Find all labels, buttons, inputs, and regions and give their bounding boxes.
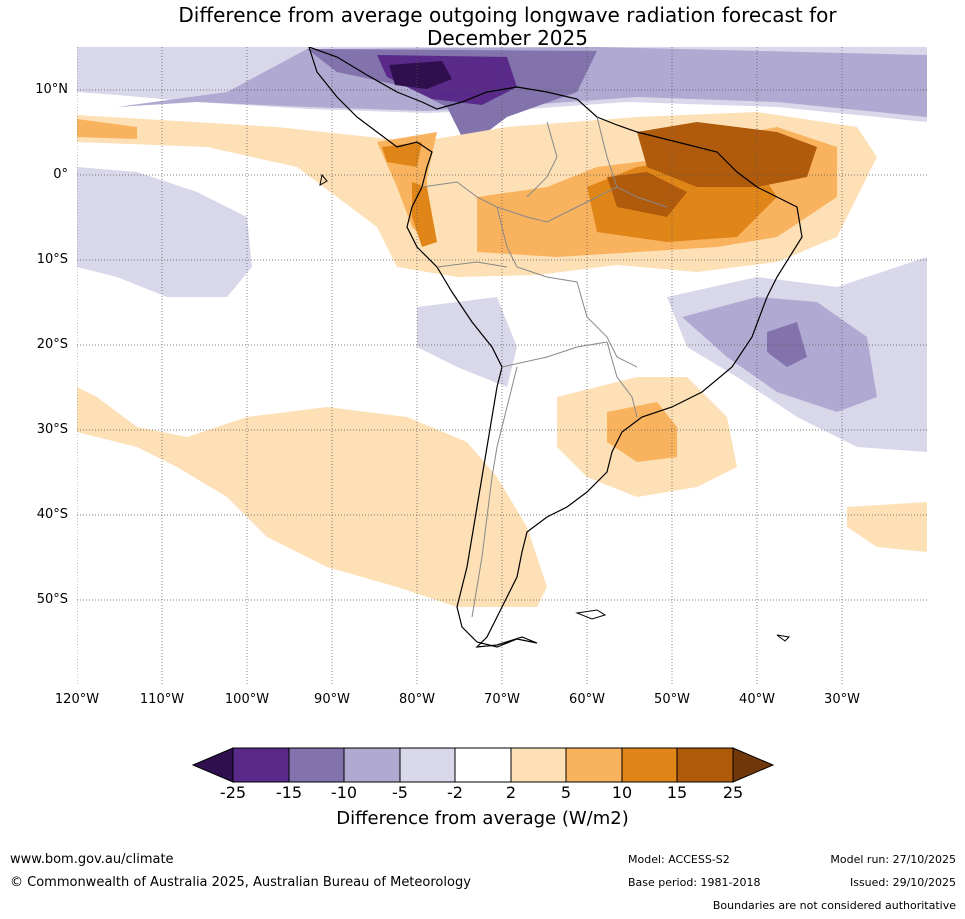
lat-label-40s: 40°S xyxy=(36,507,68,522)
colorbar-bin-3 xyxy=(343,747,401,783)
map-canvas xyxy=(77,47,927,686)
model-label: Model: ACCESS-S2 xyxy=(628,853,730,866)
lon-label-40w: 40°W xyxy=(739,692,775,707)
colorbar-tick: 15 xyxy=(666,783,688,802)
lat-label-20s: 20°S xyxy=(36,337,68,352)
boundaries-note: Boundaries are not considered authoritat… xyxy=(712,899,956,912)
colorbar-bin-4 xyxy=(399,747,456,783)
lon-label-50w: 50°W xyxy=(654,692,690,707)
negative-region-atlantic-strong xyxy=(767,322,807,367)
lon-label-90w: 90°W xyxy=(314,692,350,707)
colorbar-tick: -15 xyxy=(275,783,303,802)
colorbar-tick: -25 xyxy=(219,783,247,802)
colorbar-bin-9 xyxy=(676,747,734,783)
graticule xyxy=(77,47,927,686)
positive-region-south-pacific xyxy=(77,387,547,607)
lat-label-50s: 50°S xyxy=(36,592,68,607)
model-run-label: Model run: 27/10/2025 xyxy=(830,853,956,866)
map-title: Difference from average outgoing longwav… xyxy=(0,4,965,50)
lat-label-0: 0° xyxy=(53,167,68,182)
negative-region-pacific xyxy=(77,167,252,297)
colorbar-bin-2 xyxy=(288,747,345,783)
title-line-2: December 2025 xyxy=(427,26,588,50)
positive-region-la-plata-mid xyxy=(607,402,677,462)
title-line-1: Difference from average outgoing longwav… xyxy=(178,3,837,27)
lon-label-80w: 80°W xyxy=(399,692,435,707)
positive-region-equator-peak xyxy=(607,122,817,217)
negative-region-peak xyxy=(389,61,452,89)
negative-region-bolivia xyxy=(417,297,517,387)
colorbar-tick: 2 xyxy=(505,783,517,802)
lon-label-30w: 30°W xyxy=(824,692,860,707)
colorbar-tick: 5 xyxy=(560,783,572,802)
country-boundaries xyxy=(421,116,668,618)
lat-label-10n: 10°N xyxy=(35,82,68,97)
forecast-map xyxy=(77,47,927,686)
islands xyxy=(319,173,791,642)
lon-label-60w: 60°W xyxy=(569,692,605,707)
colorbar-bin-7 xyxy=(565,747,623,783)
colorbar-tick: -2 xyxy=(447,783,463,802)
anomaly-fields xyxy=(77,47,927,607)
colorbar-low-extension xyxy=(191,747,234,783)
colorbar-high-extension xyxy=(732,747,775,783)
colorbar-bin-6 xyxy=(510,747,567,783)
lon-label-120w: 120°W xyxy=(54,692,100,707)
issued-label: Issued: 29/10/2025 xyxy=(849,876,956,889)
colorbar-tick: -5 xyxy=(392,783,408,802)
website-link[interactable]: www.bom.gov.au/climate xyxy=(10,852,174,867)
colorbar-bin-8 xyxy=(621,747,678,783)
lon-label-110w: 110°W xyxy=(139,692,185,707)
south-america-coastline xyxy=(308,47,803,648)
lon-label-100w: 100°W xyxy=(224,692,270,707)
colorbar-bin-1 xyxy=(232,747,290,783)
colorbar xyxy=(191,747,775,783)
positive-region-south-atlantic xyxy=(847,502,927,552)
copyright-text: © Commonwealth of Australia 2025, Austra… xyxy=(10,875,471,890)
colorbar-tick: 10 xyxy=(611,783,633,802)
colorbar-tick: 25 xyxy=(722,783,744,802)
colorbar-title: Difference from average (W/m2) xyxy=(336,808,629,829)
lat-label-30s: 30°S xyxy=(36,422,68,437)
lat-label-10s: 10°S xyxy=(36,252,68,267)
colorbar-bin-5 xyxy=(454,747,512,783)
base-period-label: Base period: 1981-2018 xyxy=(628,876,761,889)
colorbar-tick: -10 xyxy=(330,783,358,802)
lon-label-70w: 70°W xyxy=(484,692,520,707)
